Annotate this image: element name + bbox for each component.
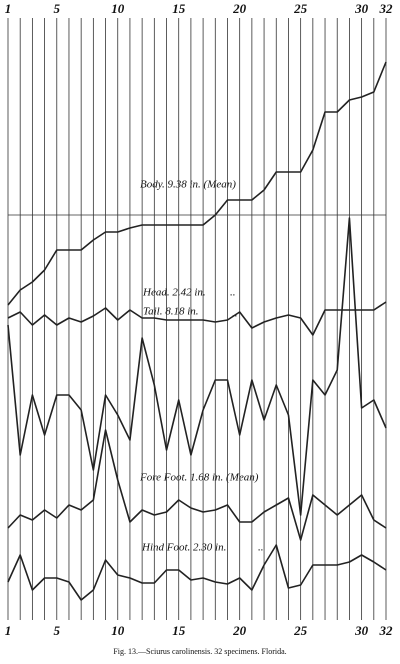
x-tick-label: 15: [172, 623, 186, 638]
caption: Fig. 13.—Sciurus carolinensis. 32 specim…: [113, 647, 286, 656]
x-tick-label: 1: [5, 1, 12, 16]
x-tick-label: 25: [293, 623, 308, 638]
annotation: ..: [232, 308, 238, 320]
annotation: Hind Foot. 2.30 in.: [141, 542, 226, 554]
x-tick-label: 10: [111, 623, 125, 638]
annotation: Fore Foot. 1.68 in. (Mean): [139, 472, 259, 484]
x-tick-label: 20: [232, 623, 247, 638]
x-tick-label: 5: [54, 623, 61, 638]
series-line: [7, 429, 387, 541]
annotation: Tail. 8.18 in.: [143, 306, 199, 318]
series-line: [7, 301, 387, 336]
x-tick-label: 32: [379, 1, 394, 16]
x-tick-label: 30: [354, 623, 369, 638]
series-line: [7, 61, 387, 306]
annotation: Head. 2.42 in.: [142, 287, 206, 299]
series-line: [7, 217, 387, 516]
annotation: Body. 9.38 in. (Mean): [140, 179, 236, 191]
x-tick-label: 25: [293, 1, 308, 16]
x-tick-label: 10: [111, 1, 125, 16]
x-tick-label: 20: [232, 1, 247, 16]
x-tick-label: 32: [379, 623, 394, 638]
series-line: [7, 544, 387, 601]
annotation: ..: [258, 542, 264, 554]
x-tick-label: 1: [5, 623, 12, 638]
x-tick-label: 30: [354, 1, 369, 16]
x-tick-label: 15: [172, 1, 186, 16]
annotation: ..: [230, 287, 236, 299]
x-tick-label: 5: [54, 1, 61, 16]
